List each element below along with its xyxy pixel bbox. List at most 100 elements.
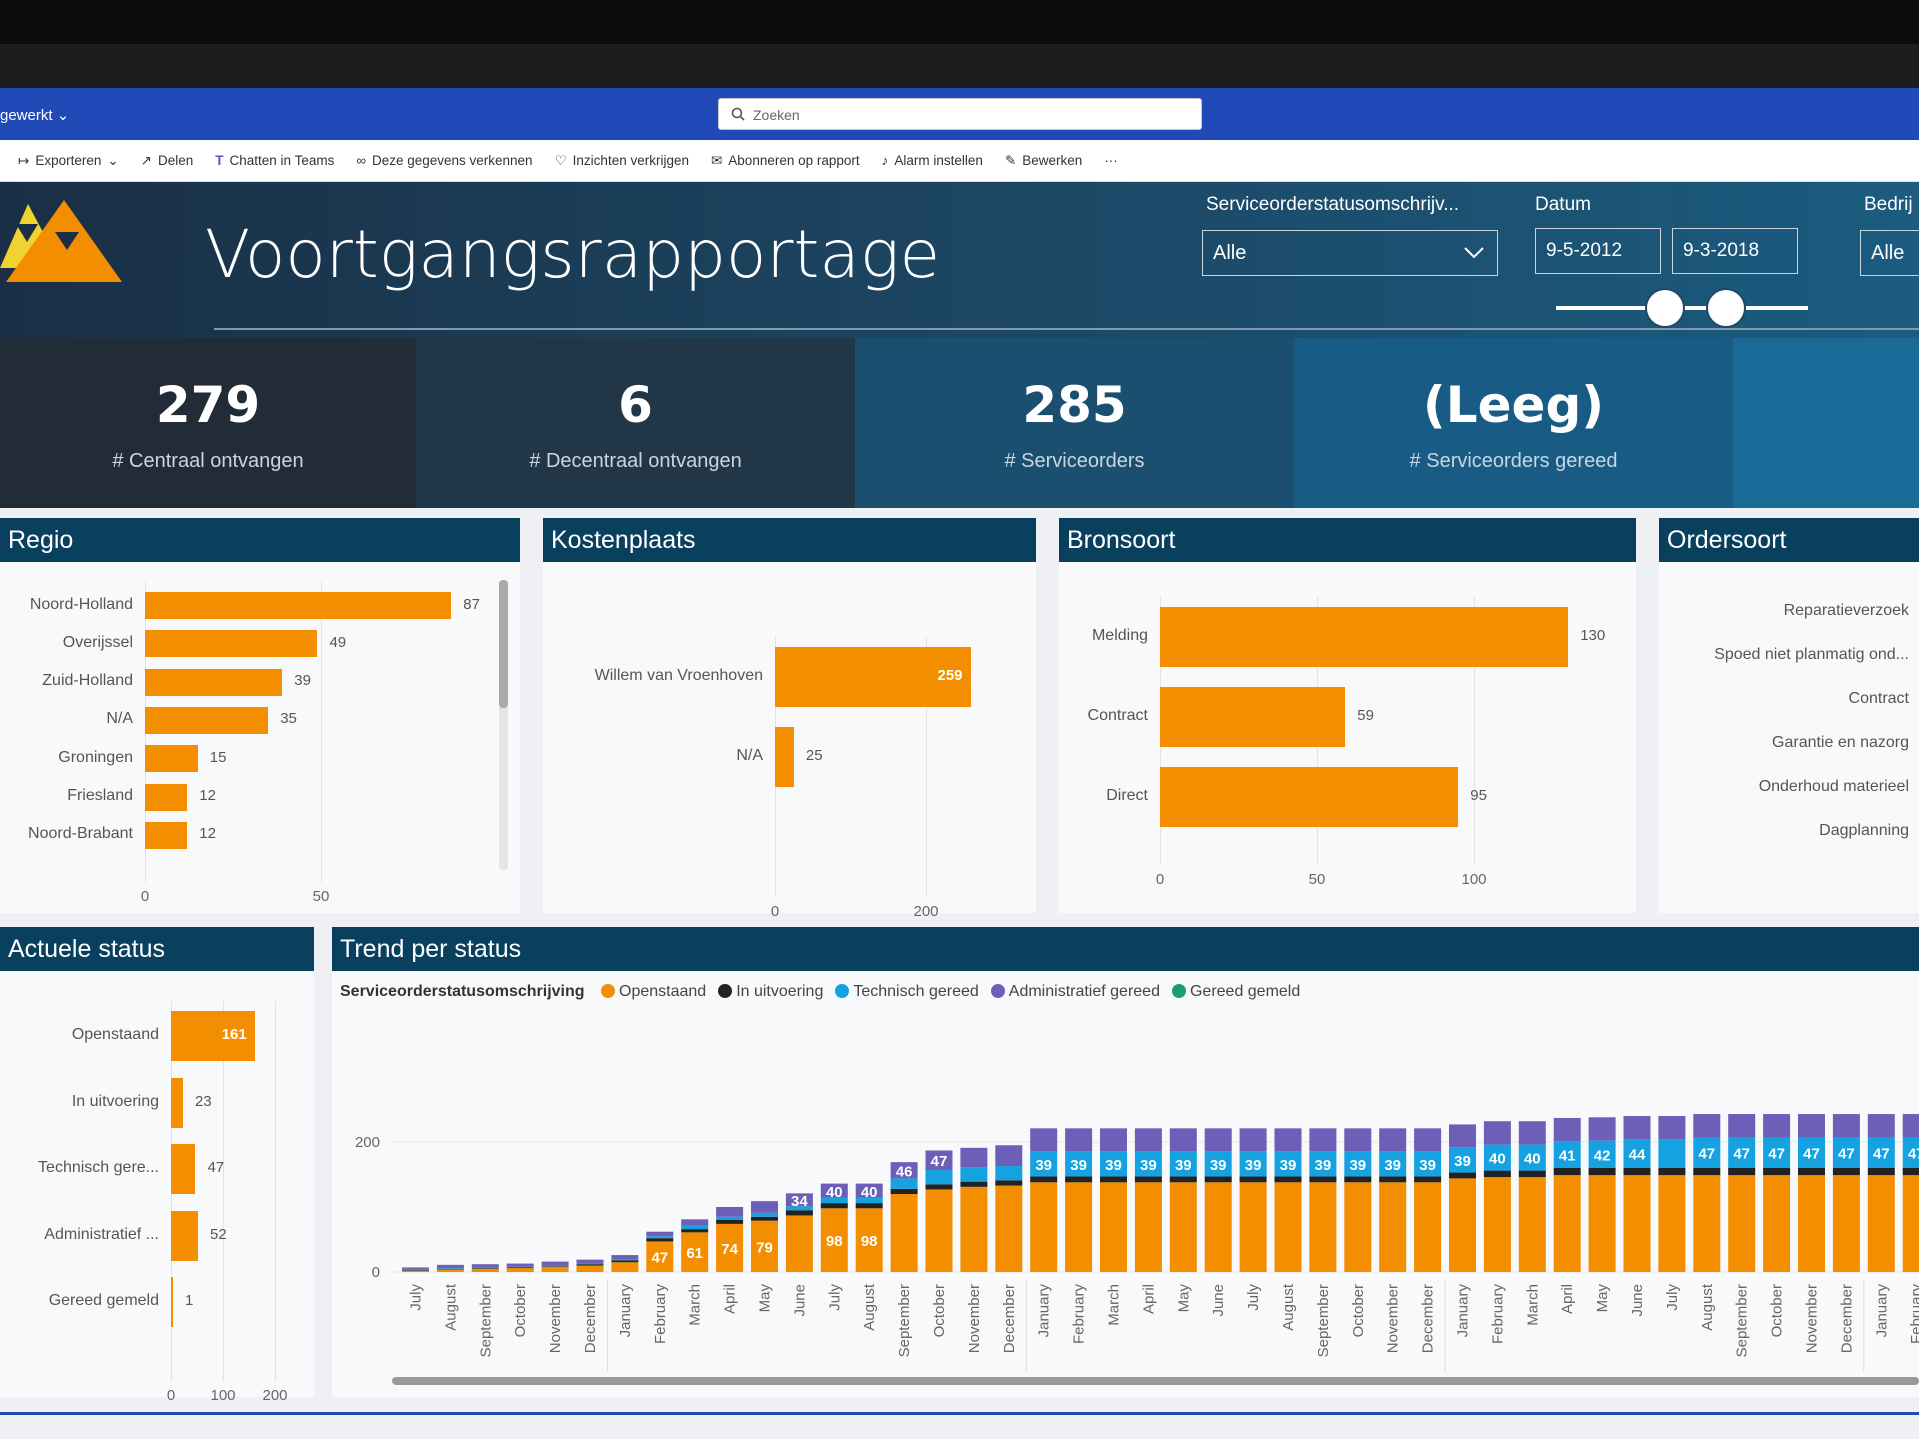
category-label: Garantie en nazorg <box>1772 734 1909 751</box>
legend-label: Technisch gereed <box>853 983 979 1000</box>
bar-segment <box>751 1220 778 1272</box>
legend-item[interactable]: Openstaand <box>601 983 706 1000</box>
scrollbar-track[interactable] <box>499 580 508 870</box>
legend-item[interactable]: Technisch gereed <box>835 983 979 1000</box>
x-tick-label: 0 <box>166 1387 176 1404</box>
bar-segment <box>436 1268 464 1269</box>
data-label: 39 <box>1210 1157 1227 1174</box>
company-filter-dropdown[interactable]: Alle <box>1860 230 1919 276</box>
bar-segment <box>1309 1176 1337 1183</box>
bar-segment <box>820 1203 848 1209</box>
bar-segment <box>1274 1182 1302 1272</box>
data-label: 39 <box>1035 1157 1052 1174</box>
set-alert-button[interactable]: ♪ Alarm instellen <box>881 153 983 168</box>
search-input[interactable]: Zoeken <box>718 98 1202 130</box>
breadcrumb[interactable]: gewerkt ⌄ <box>0 107 70 124</box>
data-label: 46 <box>896 1163 913 1180</box>
edit-button[interactable]: ✎ Bewerken <box>1004 152 1083 169</box>
date-from-input[interactable]: 9-5-2012 <box>1535 228 1661 274</box>
panel-title: Actuele status <box>0 927 314 971</box>
chat-in-teams-button[interactable]: T Chatten in Teams <box>215 153 335 168</box>
month-tick-label: April <box>722 1284 739 1314</box>
category-label: Contract <box>1087 707 1148 724</box>
pencil-icon: ✎ <box>1004 152 1017 168</box>
month-tick-label: October <box>512 1284 529 1337</box>
month-tick-label: February <box>1489 1284 1506 1345</box>
bar-segment <box>402 1270 429 1272</box>
bar-segment <box>1309 1151 1337 1177</box>
bar-segment <box>1204 1182 1232 1272</box>
legend-item[interactable]: In uitvoering <box>718 983 823 1000</box>
data-label: 52 <box>210 1225 227 1243</box>
explore-data-button[interactable]: ∞ Deze gegevens verkennen <box>356 153 533 168</box>
gridline <box>223 1001 224 1381</box>
month-tick-label: February <box>652 1284 669 1345</box>
gridline <box>321 582 322 882</box>
bar-segment <box>611 1262 639 1272</box>
category-label: Zuid-Holland <box>42 672 133 690</box>
bar-segment <box>646 1238 674 1242</box>
export-button[interactable]: ↦ Exporteren ⌄ <box>18 152 119 169</box>
x-tick-label: 50 <box>1308 871 1326 888</box>
panel-title: Regio <box>0 518 520 562</box>
bar-segment <box>1623 1175 1651 1272</box>
bar-segment <box>1274 1128 1302 1152</box>
bar-segment <box>506 1263 534 1267</box>
bar-segment <box>995 1180 1023 1186</box>
bar-segment <box>1483 1170 1511 1178</box>
bar-segment <box>890 1194 918 1272</box>
month-tick-label: November <box>966 1284 983 1353</box>
bar-segment <box>1449 1172 1476 1179</box>
data-label: 49 <box>329 633 347 651</box>
bar-segment <box>1693 1137 1721 1168</box>
date-slider-start-handle[interactable] <box>1645 288 1685 328</box>
data-label: 35 <box>280 710 297 728</box>
bar-segment <box>402 1269 429 1271</box>
bar-segment <box>1763 1175 1791 1272</box>
get-insights-button[interactable]: ♡ Inzichten verkrijgen <box>554 152 689 169</box>
data-label: 44 <box>1629 1147 1646 1164</box>
bar <box>171 1144 196 1194</box>
more-options-button[interactable]: ··· <box>1104 153 1118 168</box>
date-slider-end-handle[interactable] <box>1706 288 1746 328</box>
month-tick-label: November <box>1385 1284 1402 1353</box>
bar-segment <box>1100 1176 1127 1183</box>
data-label: 39 <box>1349 1157 1366 1174</box>
bar-segment <box>1379 1182 1407 1272</box>
status-filter-dropdown[interactable]: Alle <box>1202 230 1498 276</box>
legend-item[interactable]: Administratief gereed <box>990 983 1160 1000</box>
scrollbar-thumb[interactable] <box>499 580 508 708</box>
y-tick-label: 0 <box>372 1264 380 1281</box>
bar-segment <box>1065 1128 1093 1152</box>
bar-segment <box>436 1269 464 1272</box>
legend-item[interactable]: Gereed gemeld <box>1171 983 1300 1000</box>
bar-segment <box>1134 1182 1162 1272</box>
kpi-value: 279 <box>155 376 261 434</box>
bar-segment <box>1379 1151 1407 1177</box>
bar-segment <box>855 1208 883 1272</box>
bar-segment <box>1693 1114 1721 1138</box>
month-tick-label: June <box>791 1284 808 1317</box>
bar-segment <box>1798 1168 1825 1176</box>
share-button[interactable]: ↗ Delen <box>140 152 194 169</box>
regio-chart: 0 50 Noord-Holland 87 Overijssel 49 Zuid-Holla… <box>0 562 520 913</box>
bar-segment <box>1483 1121 1511 1145</box>
bar-segment <box>1798 1137 1825 1168</box>
category-label: Friesland <box>67 787 133 804</box>
category-label: Administratief ... <box>44 1225 159 1243</box>
bar-segment <box>1553 1168 1581 1176</box>
subscribe-button[interactable]: ✉ Abonneren op rapport <box>710 152 860 169</box>
bar-segment <box>1169 1128 1197 1152</box>
kpi-card-serviceorders: 285 # Serviceorders <box>855 338 1294 508</box>
bar-segment <box>855 1197 883 1204</box>
month-tick-label: July <box>1245 1284 1262 1311</box>
bar-segment <box>785 1215 813 1272</box>
horizontal-scrollbar[interactable] <box>392 1377 1919 1385</box>
bar-segment <box>541 1266 569 1267</box>
bar-segment <box>785 1210 813 1216</box>
date-to-input[interactable]: 9-3-2018 <box>1672 228 1798 274</box>
chevron-down-icon: ⌄ <box>107 152 119 168</box>
bar-segment <box>471 1268 499 1272</box>
month-tick-label: February <box>1071 1284 1088 1345</box>
month-tick-label: November <box>1804 1284 1821 1353</box>
